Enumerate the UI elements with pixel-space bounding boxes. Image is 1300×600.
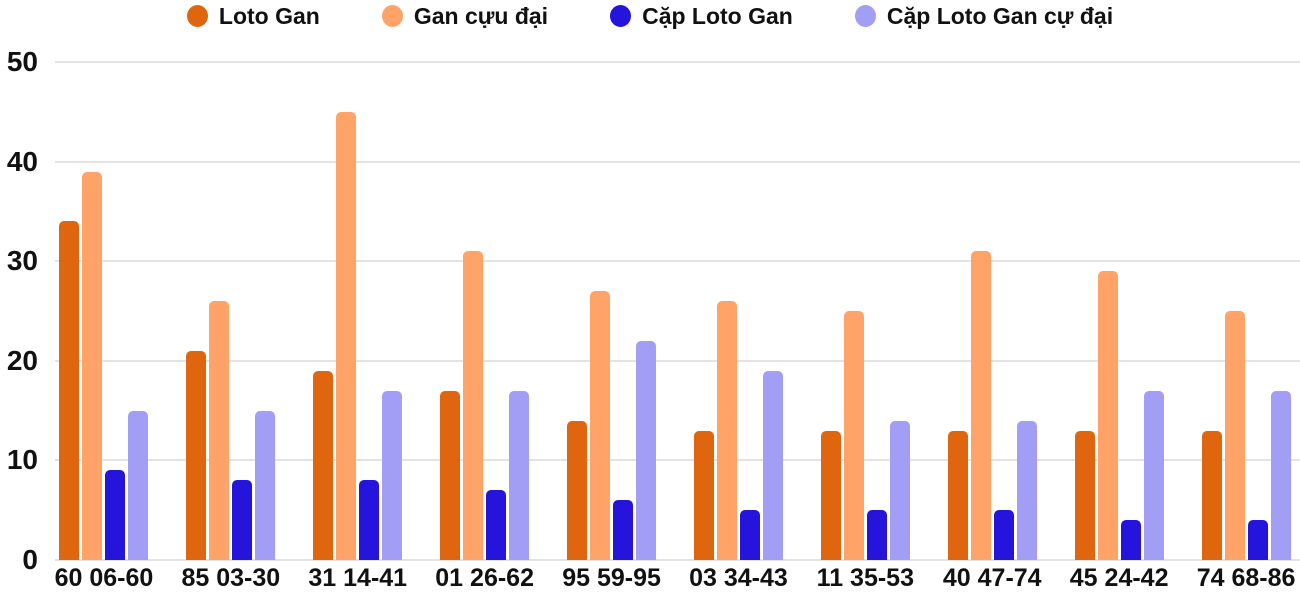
bar-loto-gan-03-34-43[interactable]: [693, 430, 714, 560]
bar-loto-gan-45-24-42[interactable]: [1074, 430, 1095, 560]
x-axis-category-label: 85 03-30: [181, 564, 281, 592]
legend-marker-circle-icon: [381, 5, 403, 27]
legend-item-cap-loto-gan[interactable]: Cặp Loto Gan: [610, 2, 793, 29]
x-axis-category-label: 40 47-74: [942, 564, 1042, 592]
bar-cap-loto-gan-11-35-53[interactable]: [866, 510, 887, 560]
bar-loto-gan-74-68-86[interactable]: [1201, 430, 1222, 560]
bar-group-85-03-30: [167, 62, 294, 560]
y-axis-tick-label: 10: [6, 444, 38, 476]
legend-label: Cặp Loto Gan: [642, 2, 793, 29]
legend-label: Cặp Loto Gan cự đại: [886, 2, 1114, 29]
y-axis-tick-label: 40: [6, 145, 38, 177]
bar-group-01-26-62: [421, 62, 548, 560]
bar-cap-loto-gan-cu-ai-01-26-62[interactable]: [509, 390, 530, 560]
bar-loto-gan-01-26-62[interactable]: [440, 390, 461, 560]
bar-loto-gan-95-59-95[interactable]: [567, 420, 588, 560]
bar-cap-loto-gan-74-68-86[interactable]: [1247, 520, 1268, 560]
x-axis-category-label: 95 59-95: [562, 564, 661, 592]
bar-cap-loto-gan-45-24-42[interactable]: [1120, 520, 1141, 560]
bar-cap-loto-gan-cu-ai-40-47-74[interactable]: [1016, 420, 1037, 560]
legend-item-gan-cuu-ai[interactable]: Gan cựu đại: [381, 2, 549, 29]
bar-cap-loto-gan-cu-ai-11-35-53[interactable]: [889, 420, 910, 560]
bar-group-31-14-41: [294, 62, 421, 560]
bar-group-60-06-60: [41, 62, 168, 560]
chart-legend: Loto Gan Gan cựu đại Cặp Loto Gan Cặp Loto …: [0, 1, 1300, 31]
legend-label: Loto Gan: [218, 2, 320, 29]
x-axis-category-label: 01 26-62: [435, 564, 534, 592]
bar-cap-loto-gan-cu-ai-45-24-42[interactable]: [1143, 390, 1164, 560]
bar-loto-gan-31-14-41[interactable]: [313, 370, 334, 560]
bar-cap-loto-gan-cu-ai-85-03-30[interactable]: [255, 410, 276, 560]
gridline: [55, 559, 1300, 561]
bar-cap-loto-gan-03-34-43[interactable]: [739, 510, 760, 560]
x-axis-category-label: 03 34-43: [689, 564, 788, 592]
bar-cap-loto-gan-cu-ai-03-34-43[interactable]: [762, 370, 783, 560]
bar-cap-loto-gan-95-59-95[interactable]: [613, 500, 634, 560]
bar-gan-cuu-ai-95-59-95[interactable]: [590, 291, 611, 560]
bar-cap-loto-gan-cu-ai-74-68-86[interactable]: [1270, 390, 1291, 560]
x-axis: 60 06-60 85 03-30 31 14-41 01 26-62 95 59-95…: [0, 563, 1300, 595]
bar-gan-cuu-ai-74-68-86[interactable]: [1224, 311, 1245, 560]
legend-label: Gan cựu đại: [413, 2, 549, 29]
y-axis-tick-label: 0: [22, 544, 38, 575]
legend-marker-circle-icon: [854, 5, 876, 27]
bar-loto-gan-11-35-53[interactable]: [820, 430, 841, 560]
bar-group-45-24-42: [1056, 62, 1183, 560]
bar-group-11-35-53: [802, 62, 929, 560]
y-axis-tick-label: 20: [6, 344, 38, 376]
bar-gan-cuu-ai-85-03-30[interactable]: [209, 301, 230, 560]
gridline: [55, 61, 1300, 63]
x-axis-category-label: 45 24-42: [1069, 564, 1169, 592]
bar-cap-loto-gan-31-14-41[interactable]: [359, 480, 380, 560]
bar-gan-cuu-ai-03-34-43[interactable]: [716, 301, 737, 560]
bar-cap-loto-gan-40-47-74[interactable]: [993, 510, 1014, 560]
bar-gan-cuu-ai-11-35-53[interactable]: [843, 311, 864, 560]
x-axis-category-label: 31 14-41: [308, 564, 408, 592]
legend-marker-circle-icon: [610, 5, 632, 27]
bar-cap-loto-gan-cu-ai-31-14-41[interactable]: [382, 390, 403, 560]
legend-marker-circle-icon: [186, 5, 208, 27]
bar-gan-cuu-ai-40-47-74[interactable]: [970, 251, 991, 560]
x-axis-category-label: 60 06-60: [54, 564, 154, 592]
gridline: [55, 160, 1300, 163]
gridline: [55, 260, 1300, 263]
bar-cap-loto-gan-01-26-62[interactable]: [486, 490, 507, 560]
x-axis-category-label: 11 35-53: [816, 564, 914, 592]
x-axis-category-label: 74 68-86: [1196, 564, 1296, 592]
bar-loto-gan-40-47-74[interactable]: [947, 430, 968, 560]
bar-cap-loto-gan-cu-ai-95-59-95[interactable]: [636, 340, 657, 560]
gridline: [55, 359, 1300, 362]
bar-cap-loto-gan-60-06-60[interactable]: [105, 470, 126, 560]
bar-loto-gan-60-06-60[interactable]: [59, 221, 80, 560]
bar-gan-cuu-ai-31-14-41[interactable]: [336, 111, 357, 560]
bar-group-40-47-74: [929, 62, 1056, 560]
bar-cap-loto-gan-85-03-30[interactable]: [232, 480, 253, 560]
legend-item-cap-loto-gan-cu-ai[interactable]: Cặp Loto Gan cự đại: [854, 2, 1114, 29]
y-axis-tick-label: 30: [6, 245, 38, 277]
bar-loto-gan-85-03-30[interactable]: [186, 350, 207, 560]
bar-gan-cuu-ai-01-26-62[interactable]: [463, 251, 484, 560]
bar-group-74-68-86: [1183, 62, 1300, 560]
bar-gan-cuu-ai-45-24-42[interactable]: [1097, 271, 1118, 560]
gridline: [55, 459, 1300, 462]
bar-gan-cuu-ai-60-06-60[interactable]: [82, 171, 103, 560]
bar-group-95-59-95: [548, 62, 675, 560]
legend-item-loto-gan[interactable]: Loto Gan: [186, 2, 320, 29]
bar-group-03-34-43: [675, 62, 802, 560]
y-axis-tick-label: 50: [6, 46, 38, 77]
plot-area: 0 10 20 30 40 50: [0, 48, 1300, 574]
bar-cap-loto-gan-cu-ai-60-06-60[interactable]: [128, 410, 149, 560]
